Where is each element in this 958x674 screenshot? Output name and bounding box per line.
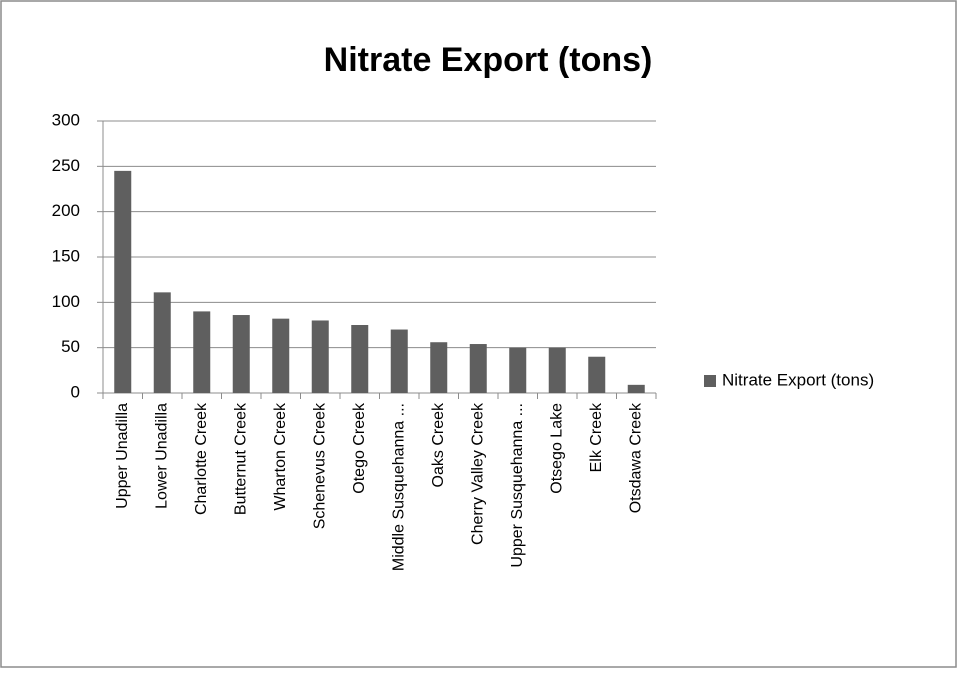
- x-tick-label: Lower Unadilla: [153, 403, 170, 509]
- x-tick-label: Butternut Creek: [232, 402, 249, 515]
- legend-label: Nitrate Export (tons): [722, 370, 874, 389]
- bar: [627, 384, 645, 393]
- x-tick-label: Upper Unadilla: [114, 403, 131, 509]
- bar: [430, 342, 448, 393]
- bar: [588, 356, 606, 393]
- x-tick-label: Charlotte Creek: [193, 402, 210, 515]
- bar: [153, 292, 171, 393]
- x-tick-label: Oaks Creek: [430, 402, 447, 487]
- x-tick-label: Otsdawa Creek: [627, 402, 644, 513]
- y-tick-label: 100: [52, 292, 80, 311]
- bar: [548, 347, 566, 393]
- x-tick-label: Cherry Valley Creek: [469, 402, 486, 545]
- bar: [351, 325, 369, 393]
- x-tick-label: Elk Creek: [588, 402, 605, 472]
- legend-swatch: [704, 375, 716, 387]
- x-tick-label: Otego Creek: [351, 402, 368, 494]
- bar: [193, 311, 211, 393]
- bar: [311, 320, 329, 393]
- bar: [114, 170, 132, 393]
- bar: [509, 347, 527, 393]
- bar: [232, 315, 250, 393]
- x-tick-label: Otsego Lake: [548, 403, 565, 494]
- y-tick-label: 200: [52, 201, 80, 220]
- chart-title: Nitrate Export (tons): [324, 41, 653, 79]
- y-tick-label: 50: [61, 337, 80, 356]
- bar: [272, 318, 290, 393]
- y-tick-label: 150: [52, 246, 80, 265]
- bar: [469, 344, 487, 393]
- y-tick-label: 0: [71, 382, 80, 401]
- x-tick-label: Middle Susquehanna ...: [390, 403, 407, 571]
- bar: [390, 329, 408, 393]
- x-tick-label: Wharton Creek: [272, 402, 289, 511]
- y-tick-label: 250: [52, 156, 80, 175]
- x-tick-label: Schenevus Creek: [311, 402, 328, 529]
- x-tick-label: Upper Susquehanna ...: [509, 403, 526, 568]
- y-tick-label: 300: [52, 110, 80, 129]
